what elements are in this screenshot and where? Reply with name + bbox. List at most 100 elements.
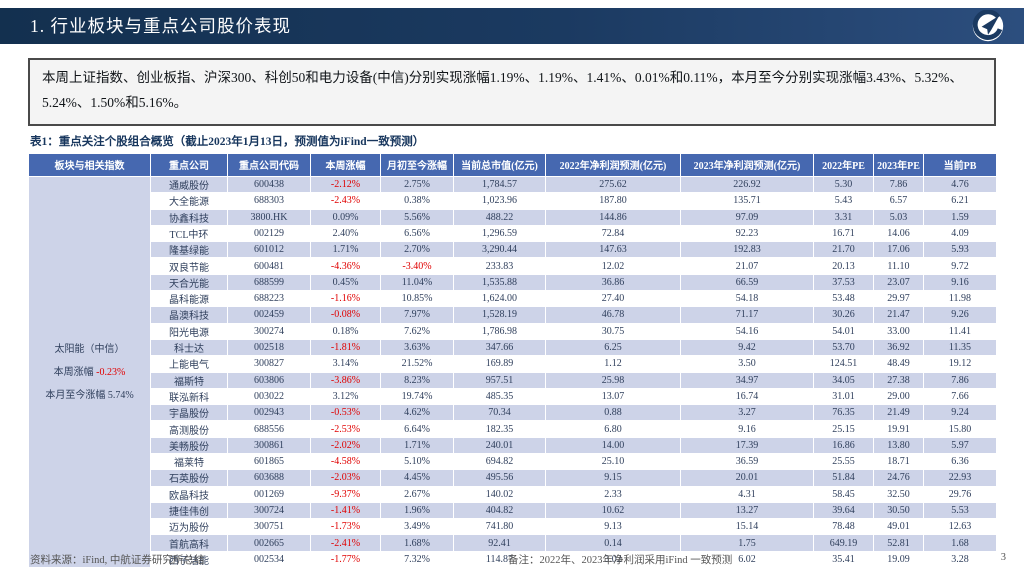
cell-company: 美畅股份 (150, 436, 228, 454)
cell-company: TCL中环 (150, 224, 228, 243)
cell-mkt_cap: 1,535.88 (453, 273, 546, 292)
cell-np_2023: 3.27 (680, 404, 814, 422)
cell-np_2023: 54.18 (680, 290, 814, 308)
cell-pe_2022: 20.13 (813, 257, 874, 275)
column-header: 板块与相关指数 (28, 152, 151, 177)
table-row: 高测股份 688556 -2.53% 6.64% 182.35 6.80 9.16 25.15… (29, 420, 997, 438)
cell-pe_2022: 37.53 (813, 273, 874, 292)
cell-company: 双良节能 (150, 257, 228, 275)
cell-np_2023: 9.16 (680, 420, 814, 438)
cell-np_2022: 1.12 (545, 355, 681, 373)
cell-pe_2022: 34.05 (813, 371, 874, 389)
cell-week_chg: -0.53% (310, 404, 381, 422)
table-row: 协鑫科技 3800.HK 0.09% 5.56% 488.22 144.86 97.09 3.… (29, 208, 997, 226)
cell-pb: 12.63 (923, 518, 997, 536)
cell-np_2022: 0.14 (545, 534, 681, 552)
cell-pe_2022: 21.70 (813, 241, 874, 259)
cell-mkt_cap: 169.89 (453, 355, 546, 373)
column-header: 当前总市值(亿元) (453, 152, 546, 177)
cell-pe_2023: 52.81 (873, 534, 924, 552)
cell-mtd_chg: 0.38% (380, 192, 454, 210)
cell-week_chg: -2.12% (310, 175, 381, 194)
cell-company: 宇晶股份 (150, 404, 228, 422)
cell-week_chg: -4.36% (310, 257, 381, 275)
table-head-row: 板块与相关指数 重点公司 重点公司代码 本周涨幅 月初至今涨幅 当前总市值(亿元) 2022… (28, 152, 997, 177)
cell-pe_2023: 17.06 (873, 241, 924, 259)
cell-code: 300724 (227, 501, 311, 520)
cell-company: 石英股份 (150, 469, 228, 487)
cell-pe_2023: 48.49 (873, 355, 924, 373)
sector-week-change: 本周涨幅 -0.23% (53, 366, 126, 378)
cell-pe_2022: 30.26 (813, 306, 874, 324)
cell-pb: 29.76 (923, 485, 997, 503)
cell-mkt_cap: 240.01 (453, 436, 546, 454)
cell-mkt_cap: 182.35 (453, 420, 546, 438)
cell-code: 002518 (227, 338, 311, 357)
weekly-summary-box: 本周上证指数、创业板指、沪深300、科创50和电力设备(中信)分别实现涨幅1.1… (28, 58, 996, 126)
avic-logo-icon: AVIC (972, 10, 1004, 42)
cell-pe_2023: 21.49 (873, 404, 924, 422)
cell-code: 002459 (227, 306, 311, 324)
cell-company: 捷佳伟创 (150, 501, 228, 520)
cell-pe_2022: 25.55 (813, 452, 874, 471)
cell-pb: 3.28 (923, 550, 997, 569)
cell-mtd_chg: 1.68% (380, 534, 454, 552)
cell-week_chg: -1.16% (310, 290, 381, 308)
cell-pe_2023: 11.10 (873, 257, 924, 275)
cell-pb: 11.41 (923, 322, 997, 340)
cell-pb: 4.76 (923, 175, 997, 194)
cell-pe_2022: 124.51 (813, 355, 874, 373)
table-row: 隆基绿能 601012 1.71% 2.70% 3,290.44 147.63 192.83… (29, 241, 997, 259)
cell-pb: 19.12 (923, 355, 997, 373)
cell-mkt_cap: 233.83 (453, 257, 546, 275)
cell-code: 600481 (227, 257, 311, 275)
column-header: 本周涨幅 (310, 152, 381, 177)
cell-np_2023: 34.97 (680, 371, 814, 389)
cell-np_2022: 27.40 (545, 290, 681, 308)
cell-week_chg: -1.41% (310, 501, 381, 520)
cell-pb: 9.16 (923, 273, 997, 292)
cell-np_2022: 25.98 (545, 371, 681, 389)
column-header: 重点公司 (150, 152, 228, 177)
cell-week_chg: 0.18% (310, 322, 381, 340)
cell-mtd_chg: 21.52% (380, 355, 454, 373)
cell-pb: 5.93 (923, 241, 997, 259)
cell-company: 晶科能源 (150, 290, 228, 308)
cell-np_2022: 147.63 (545, 241, 681, 259)
column-header: 2022年净利润预测(亿元) (545, 152, 681, 177)
cell-mtd_chg: 2.70% (380, 241, 454, 259)
cell-week_chg: -1.81% (310, 338, 381, 357)
cell-pe_2023: 18.71 (873, 452, 924, 471)
cell-mtd_chg: 6.64% (380, 420, 454, 438)
cell-code: 003022 (227, 387, 311, 406)
cell-week_chg: 3.12% (310, 387, 381, 406)
page-title: 1. 行业板块与重点公司股价表现 (30, 16, 291, 36)
cell-pe_2022: 5.43 (813, 192, 874, 210)
table-row: 科士达 002518 -1.81% 3.63% 347.66 6.25 9.42 53.70 3… (29, 338, 997, 357)
cell-week_chg: -9.37% (310, 485, 381, 503)
cell-company: 通威股份 (150, 175, 228, 194)
cell-pe_2023: 32.50 (873, 485, 924, 503)
cell-np_2023: 71.17 (680, 306, 814, 324)
cell-code: 300861 (227, 436, 311, 454)
cell-pb: 15.80 (923, 420, 997, 438)
cell-np_2023: 6.02 (680, 550, 814, 569)
cell-np_2023: 17.39 (680, 436, 814, 454)
cell-code: 002665 (227, 534, 311, 552)
cell-mkt_cap: 741.80 (453, 518, 546, 536)
cell-company: 上能电气 (150, 355, 228, 373)
column-header: 2022年PE (813, 152, 874, 177)
table-row: 双良节能 600481 -4.36% -3.40% 233.83 12.02 21.07 20… (29, 257, 997, 275)
cell-pb: 1.68 (923, 534, 997, 552)
cell-pb: 11.35 (923, 338, 997, 357)
cell-week_chg: -2.43% (310, 192, 381, 210)
cell-pe_2023: 30.50 (873, 501, 924, 520)
cell-np_2022: 10.62 (545, 501, 681, 520)
cell-code: 688556 (227, 420, 311, 438)
cell-np_2023: 66.59 (680, 273, 814, 292)
cell-pb: 4.09 (923, 224, 997, 243)
cell-company: 大全能源 (150, 192, 228, 210)
cell-mtd_chg: 2.67% (380, 485, 454, 503)
cell-mkt_cap: 1,786.98 (453, 322, 546, 340)
cell-np_2023: 16.74 (680, 387, 814, 406)
